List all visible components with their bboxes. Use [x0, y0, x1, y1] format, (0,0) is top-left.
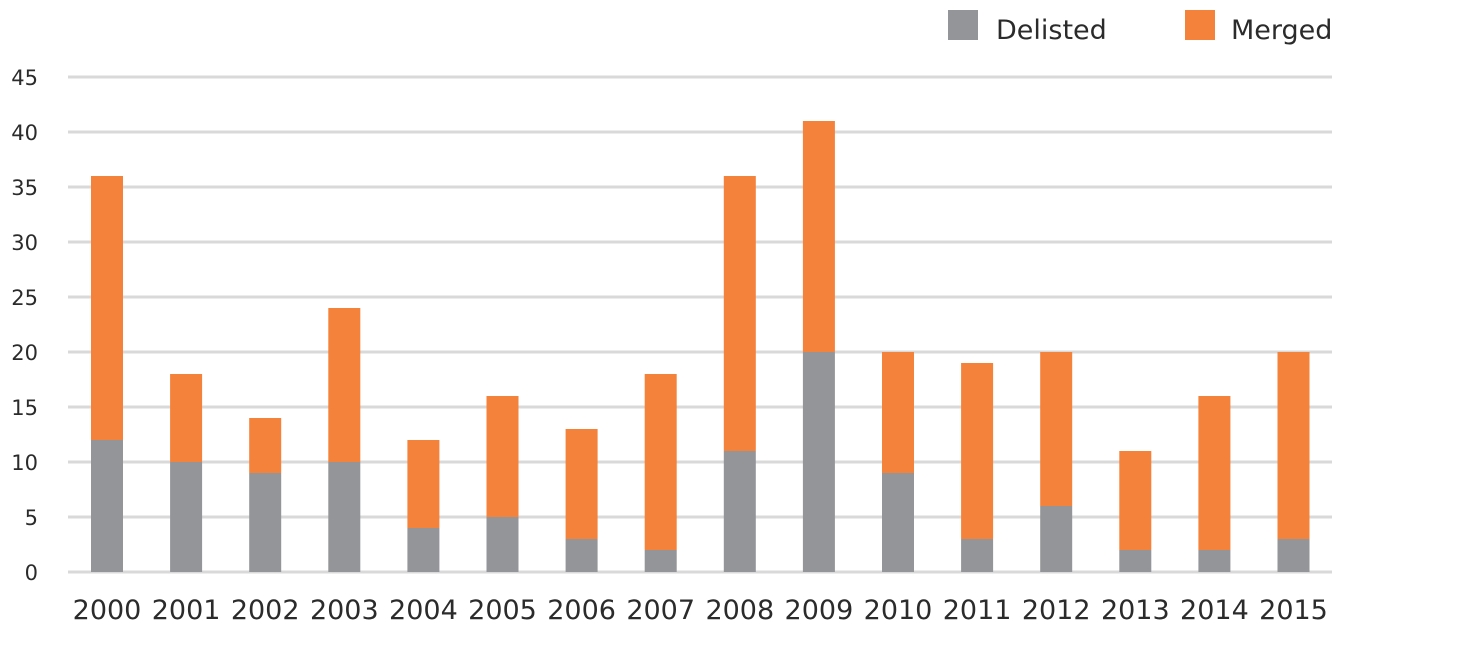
x-tick-label: 2008	[705, 595, 774, 626]
bar-segment-delisted-2005	[486, 517, 519, 572]
bar-segment-delisted-2015	[1277, 539, 1310, 572]
bar-segment-merged-2013	[1119, 451, 1152, 550]
x-tick-label: 2001	[152, 595, 221, 626]
y-tick-label: 15	[11, 396, 38, 420]
bar-segment-delisted-2007	[644, 550, 677, 572]
y-tick-label: 25	[11, 286, 38, 310]
legend-swatch-merged	[1185, 10, 1215, 40]
bar-segment-merged-2008	[723, 176, 756, 451]
bar-segment-merged-2009	[802, 121, 835, 352]
bar-segment-merged-2002	[249, 418, 282, 473]
x-tick-label: 2007	[626, 595, 695, 626]
bar-segment-merged-2010	[882, 352, 914, 473]
bar-segment-delisted-2012	[1040, 506, 1073, 572]
legend-label-merged: Merged	[1231, 15, 1332, 46]
y-tick-label: 45	[11, 66, 38, 90]
bar-segment-merged-2005	[486, 396, 519, 517]
x-tick-label: 2003	[310, 595, 379, 626]
bars	[91, 121, 1310, 572]
y-tick-label: 0	[25, 561, 38, 585]
bar-segment-merged-2003	[328, 308, 361, 462]
x-tick-label: 2013	[1101, 595, 1170, 626]
bar-segment-merged-2012	[1040, 352, 1073, 506]
bar-segment-merged-2001	[170, 374, 203, 462]
bar-segment-delisted-2004	[407, 528, 440, 572]
bar-segment-delisted-2011	[961, 539, 994, 572]
bar-segment-merged-2006	[565, 429, 598, 539]
legend-swatch-delisted	[948, 10, 978, 40]
x-tick-label: 2004	[389, 595, 458, 626]
y-tick-label: 20	[11, 341, 38, 365]
x-tick-label: 2000	[73, 595, 142, 626]
bar-segment-merged-2000	[91, 176, 123, 440]
x-axis: 2000 2001 2002 2003 2004 2005 2006 2007 2008 2009…	[73, 595, 1328, 626]
y-tick-label: 35	[11, 176, 38, 200]
bar-segment-merged-2014	[1198, 396, 1231, 550]
bar-segment-delisted-2009	[802, 352, 835, 572]
x-tick-label: 2002	[231, 595, 300, 626]
bar-segment-delisted-2008	[723, 451, 756, 572]
bar-segment-merged-2011	[961, 363, 994, 539]
bar-segment-merged-2015	[1277, 352, 1310, 539]
bar-segment-delisted-2002	[249, 473, 282, 572]
x-tick-label: 2015	[1259, 595, 1328, 626]
y-tick-label: 30	[11, 231, 38, 255]
y-tick-label: 40	[11, 121, 38, 145]
y-axis: 0 5 10 15 20 25 30 35 40 45	[11, 66, 38, 585]
bar-segment-delisted-2014	[1198, 550, 1231, 572]
y-tick-label: 5	[25, 506, 38, 530]
bar-segment-delisted-2006	[565, 539, 598, 572]
bar-segment-merged-2007	[644, 374, 677, 550]
x-tick-label: 2005	[468, 595, 537, 626]
bar-segment-delisted-2003	[328, 462, 361, 572]
x-tick-label: 2006	[547, 595, 616, 626]
legend-label-delisted: Delisted	[996, 15, 1107, 46]
y-tick-label: 10	[11, 451, 38, 475]
x-tick-label: 2014	[1180, 595, 1249, 626]
x-tick-label: 2012	[1022, 595, 1091, 626]
x-tick-label: 2009	[785, 595, 854, 626]
bar-segment-merged-2004	[407, 440, 440, 528]
bar-segment-delisted-2000	[91, 440, 123, 572]
bar-segment-delisted-2010	[882, 473, 914, 572]
bar-segment-delisted-2001	[170, 462, 203, 572]
legend: Delisted Merged	[948, 10, 1332, 46]
bar-segment-delisted-2013	[1119, 550, 1152, 572]
x-tick-label: 2011	[943, 595, 1012, 626]
x-tick-label: 2010	[864, 595, 933, 626]
